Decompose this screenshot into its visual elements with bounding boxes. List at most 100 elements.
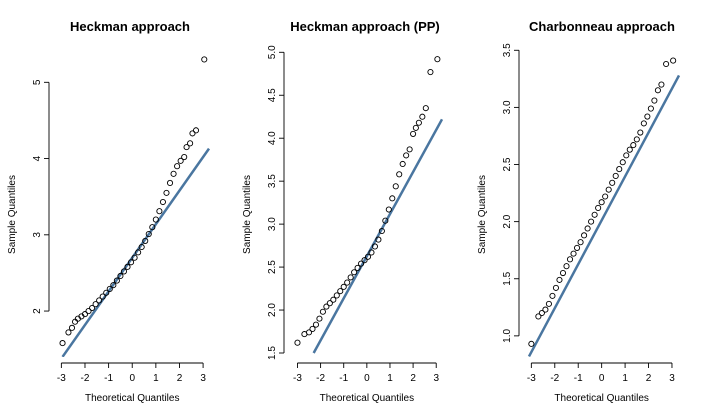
reference-line bbox=[312, 118, 444, 354]
data-point bbox=[528, 340, 535, 347]
x-axis-label: Theoretical Quantiles bbox=[85, 393, 180, 404]
data-point bbox=[201, 56, 208, 63]
x-tick-label: -3 bbox=[293, 373, 302, 384]
data-point bbox=[378, 227, 385, 235]
data-point bbox=[419, 113, 426, 120]
data-point bbox=[166, 179, 174, 187]
data-point bbox=[142, 237, 149, 244]
y-tick-label: 3.0 bbox=[267, 217, 278, 231]
data-point bbox=[96, 297, 103, 304]
data-point bbox=[570, 250, 577, 257]
data-point bbox=[120, 268, 128, 275]
y-axis-label: Sample Quantiles bbox=[242, 175, 253, 254]
data-point bbox=[124, 263, 131, 270]
data-point bbox=[612, 172, 619, 179]
y-tick-label: 2.5 bbox=[502, 157, 513, 171]
x-axis-label: Theoretical Quantiles bbox=[554, 393, 649, 404]
y-tick-label: 3.5 bbox=[267, 174, 278, 188]
data-point bbox=[573, 244, 581, 251]
data-point bbox=[312, 321, 320, 328]
x-tick-label: -3 bbox=[57, 373, 66, 384]
data-point bbox=[538, 309, 545, 317]
data-point bbox=[559, 269, 567, 277]
data-point bbox=[170, 170, 177, 177]
data-point bbox=[640, 120, 647, 127]
data-point bbox=[347, 274, 354, 281]
data-point bbox=[330, 296, 337, 303]
data-point bbox=[644, 113, 651, 120]
y-tick-label: 4.5 bbox=[267, 88, 278, 102]
data-point bbox=[422, 105, 429, 112]
data-point bbox=[654, 87, 661, 94]
data-point bbox=[85, 308, 92, 315]
x-tick-label: 2 bbox=[646, 373, 652, 384]
x-tick-label: -2 bbox=[81, 373, 90, 384]
data-point bbox=[138, 243, 145, 251]
data-point bbox=[545, 300, 552, 307]
data-point bbox=[658, 81, 665, 88]
data-point bbox=[647, 105, 654, 112]
data-point bbox=[103, 289, 110, 296]
data-point bbox=[389, 195, 396, 202]
data-point bbox=[145, 230, 152, 238]
x-tick-label: -1 bbox=[104, 373, 113, 384]
data-point bbox=[399, 160, 406, 168]
data-point bbox=[619, 159, 626, 166]
data-point bbox=[556, 276, 563, 283]
data-point bbox=[371, 243, 378, 250]
data-point bbox=[344, 279, 351, 286]
data-point bbox=[626, 146, 633, 153]
data-point bbox=[392, 183, 399, 190]
data-point bbox=[602, 193, 609, 200]
data-point bbox=[598, 199, 605, 206]
data-point bbox=[81, 311, 89, 318]
data-point bbox=[552, 284, 560, 291]
x-tick-label: 3 bbox=[200, 373, 206, 384]
data-point bbox=[584, 225, 591, 232]
chart-title: Heckman approach bbox=[70, 19, 190, 34]
x-tick-label: 0 bbox=[599, 373, 605, 384]
data-point bbox=[670, 57, 677, 64]
x-tick-label: 2 bbox=[177, 373, 183, 384]
panel-heckman: Heckman approach -3 -2 -1 0 1 2 3 Theoretical Qu… bbox=[7, 19, 211, 404]
data-point bbox=[319, 308, 326, 315]
data-point bbox=[131, 254, 138, 261]
data-point bbox=[630, 142, 637, 149]
chart-title: Heckman approach (PP) bbox=[290, 19, 440, 34]
x-tick-label: -3 bbox=[527, 373, 536, 384]
panel-heckman-pp: Heckman approach (PP) -3 -2 -1 0 1 2 3 Theoretic… bbox=[242, 19, 444, 404]
data-point bbox=[323, 303, 330, 310]
y-axis-label: Sample Quantiles bbox=[477, 175, 488, 254]
data-point bbox=[316, 315, 323, 322]
data-point bbox=[177, 157, 184, 164]
data-point bbox=[127, 259, 135, 266]
data-point bbox=[110, 282, 117, 289]
x-tick-label: 2 bbox=[410, 373, 416, 384]
data-point bbox=[434, 56, 441, 63]
x-tick-label: 1 bbox=[387, 373, 393, 384]
data-point bbox=[189, 130, 196, 137]
data-point bbox=[588, 218, 595, 225]
data-point bbox=[89, 304, 96, 312]
y-tick-label: 4.0 bbox=[267, 131, 278, 145]
data-point bbox=[427, 69, 434, 76]
x-tick-label: -1 bbox=[339, 373, 348, 384]
data-point bbox=[113, 277, 120, 284]
y-tick-label: 2.0 bbox=[267, 303, 278, 317]
data-point bbox=[403, 152, 410, 159]
data-point bbox=[591, 211, 598, 218]
data-point bbox=[294, 339, 301, 346]
chart-title: Charbonneau approach bbox=[529, 19, 675, 34]
y-tick-label: 5 bbox=[32, 79, 43, 85]
panel-charbonneau: Charbonneau approach -3 -2 -1 0 1 2 3 Theoretica… bbox=[477, 19, 681, 404]
data-point bbox=[305, 329, 313, 336]
data-point bbox=[181, 153, 188, 161]
data-point bbox=[326, 300, 333, 307]
data-point bbox=[549, 292, 556, 299]
y-tick-label: 4 bbox=[32, 155, 43, 161]
x-tick-label: 1 bbox=[622, 373, 628, 384]
data-point bbox=[563, 263, 570, 270]
data-point bbox=[410, 130, 417, 137]
y-axis-label: Sample Quantiles bbox=[7, 175, 18, 254]
data-point bbox=[183, 144, 190, 151]
